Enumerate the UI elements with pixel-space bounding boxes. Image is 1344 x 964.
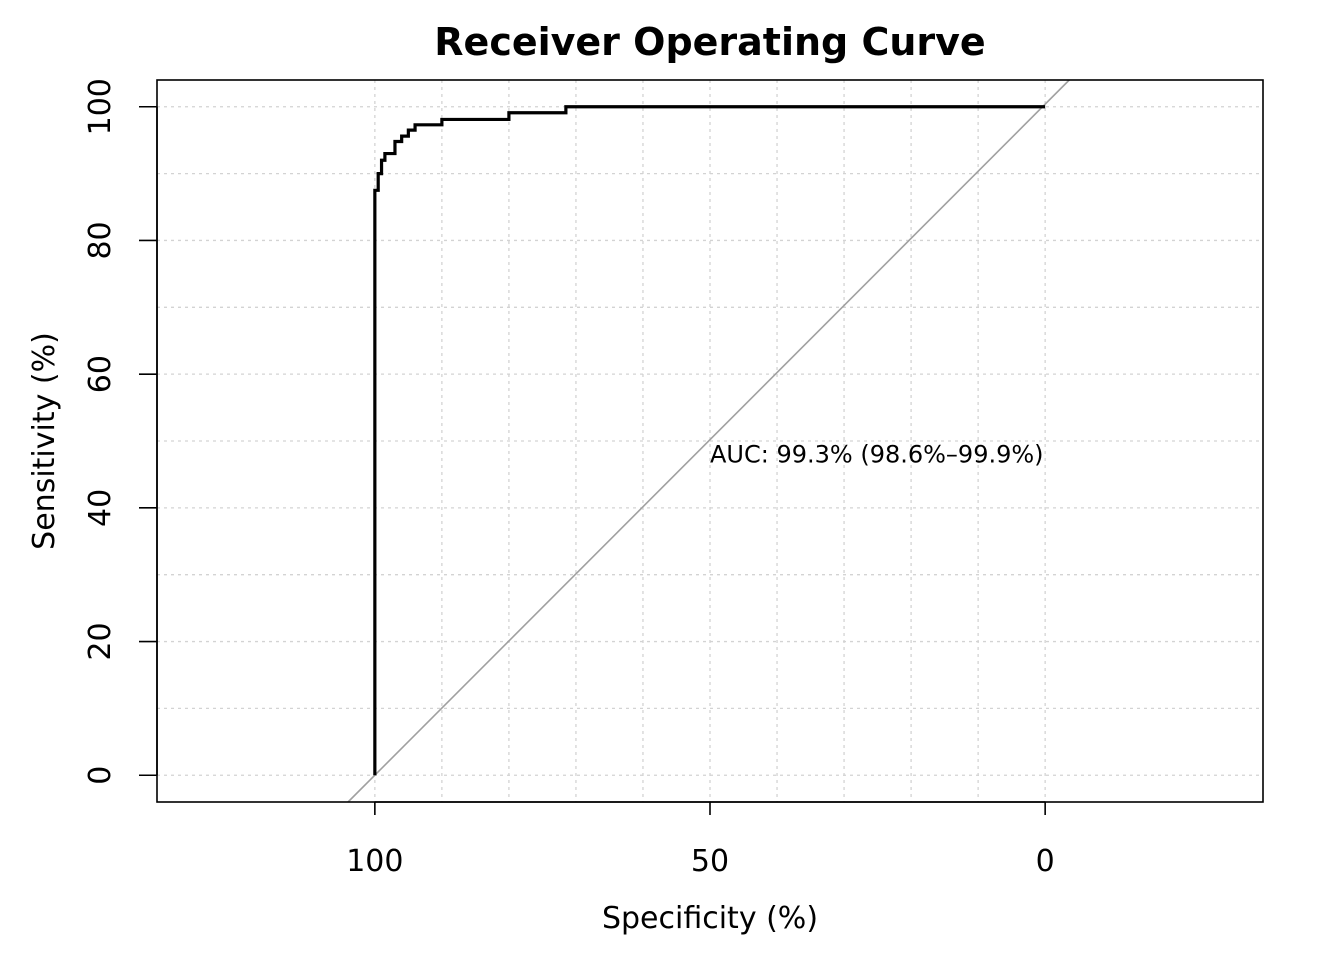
x-tick-label: 100 (346, 844, 403, 879)
reference-line-layer (347, 79, 1070, 803)
y-tick-label: 60 (83, 355, 118, 393)
y-axis-label: Sensitivity (%) (27, 332, 62, 550)
series-layer (373, 105, 1046, 776)
grid-layer (157, 80, 1263, 802)
y-tick-label: 100 (83, 78, 118, 135)
x-axis-label: Specificity (%) (602, 901, 818, 936)
y-tick-label: 0 (83, 766, 118, 785)
y-tick-label: 40 (83, 489, 118, 527)
annotation-layer: AUC: 99.3% (98.6%–99.9%) (710, 440, 1044, 468)
y-tick-label: 20 (83, 622, 118, 660)
auc-annotation: AUC: 99.3% (98.6%–99.9%) (710, 440, 1044, 468)
x-tick-label: 0 (1036, 844, 1055, 879)
reference-diagonal-line (347, 79, 1070, 803)
axis-layer: 100 50 0 0 20 40 60 80 100 (83, 78, 1055, 879)
y-tick-label: 80 (83, 221, 118, 259)
roc-curve-line (373, 105, 1046, 776)
x-tick-label: 50 (691, 844, 729, 879)
chart-title: Receiver Operating Curve (434, 20, 985, 64)
